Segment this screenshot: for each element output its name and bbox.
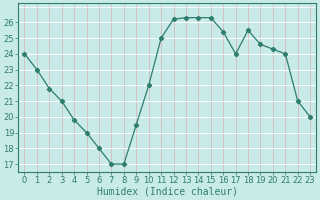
X-axis label: Humidex (Indice chaleur): Humidex (Indice chaleur) (97, 187, 238, 197)
